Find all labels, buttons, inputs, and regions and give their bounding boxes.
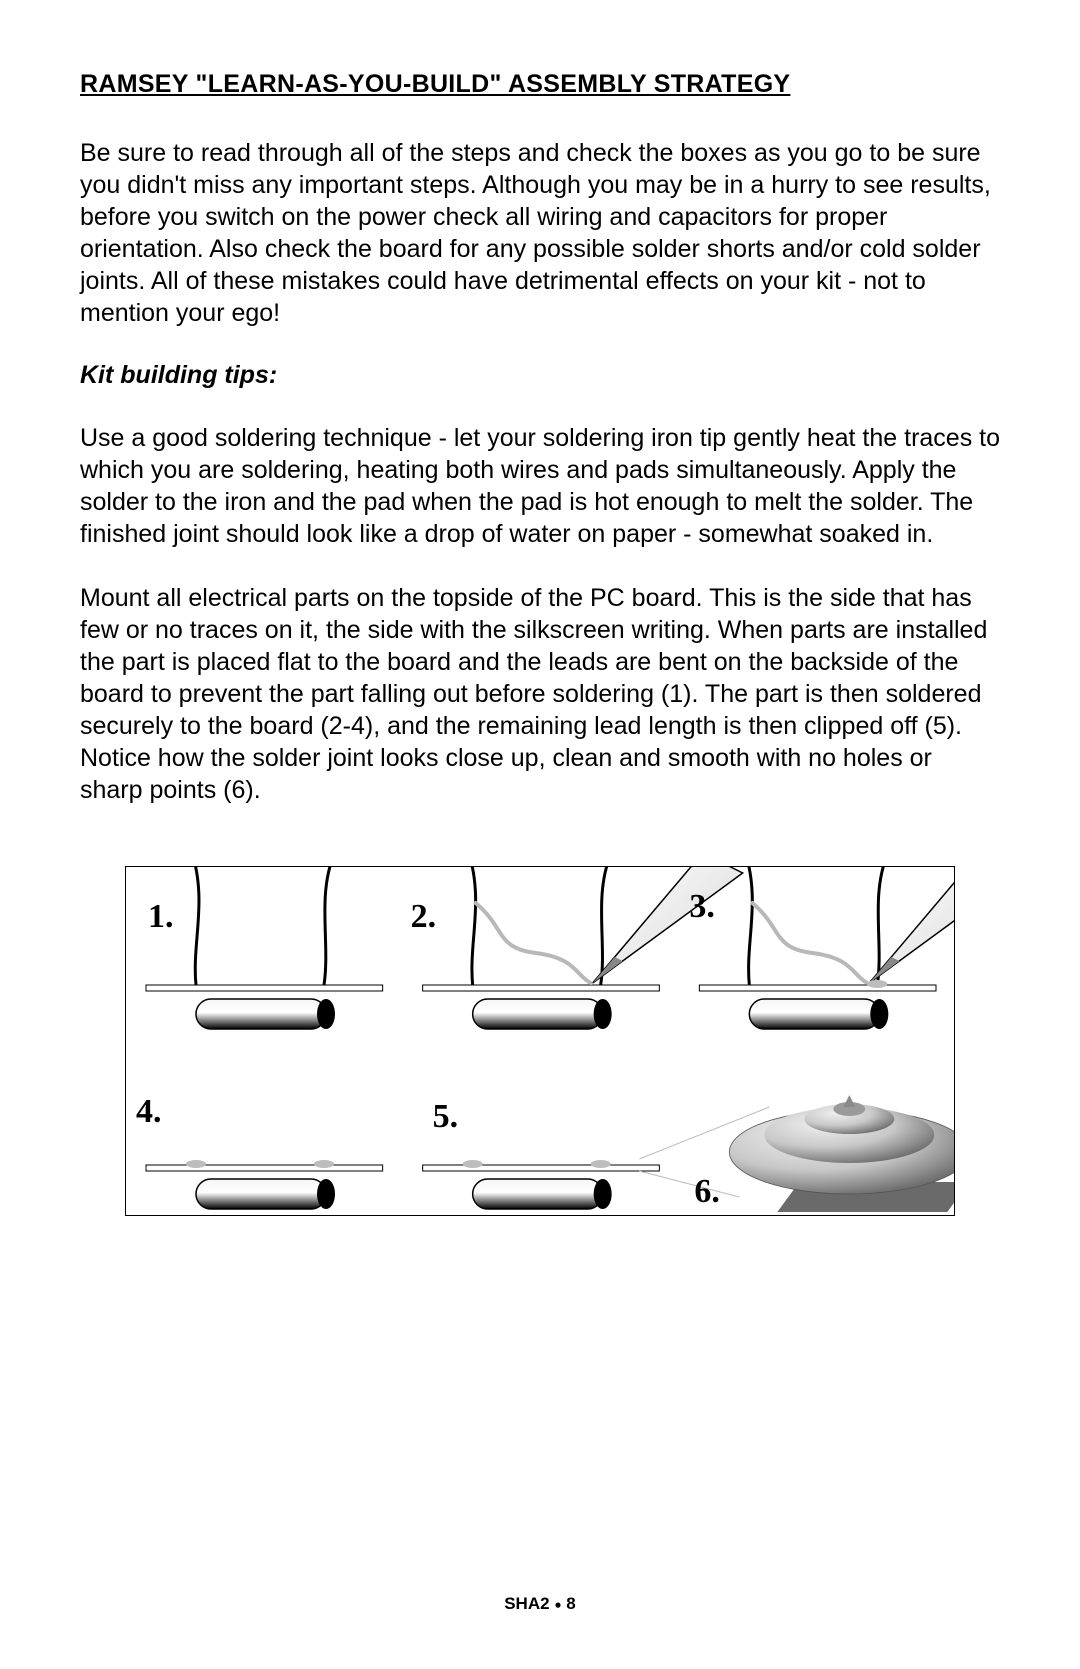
intro-paragraph: Be sure to read through all of the steps… — [80, 137, 1000, 329]
footer-separator: ● — [554, 1598, 561, 1612]
footer-doc-code: SHA2 — [504, 1594, 549, 1613]
section-heading: RAMSEY "LEARN-AS-YOU-BUILD" ASSEMBLY STR… — [80, 70, 1000, 99]
tips-paragraph-2: Mount all electrical parts on the topsid… — [80, 582, 1000, 806]
svg-text:4.: 4. — [136, 1093, 162, 1130]
svg-text:3.: 3. — [689, 888, 715, 925]
page-footer: SHA2 ● 8 — [0, 1594, 1080, 1614]
soldering-diagram-svg: 1. 2. 3. 4. 5. 6. — [126, 867, 955, 1216]
svg-text:1.: 1. — [148, 898, 174, 935]
svg-text:2.: 2. — [411, 898, 437, 935]
footer-page-number: 8 — [566, 1594, 575, 1613]
soldering-steps-figure: 1. 2. 3. 4. 5. 6. — [125, 866, 955, 1216]
svg-text:6.: 6. — [694, 1173, 720, 1210]
tips-paragraph-1: Use a good soldering technique - let you… — [80, 422, 1000, 550]
svg-text:5.: 5. — [433, 1098, 459, 1135]
tips-subheading: Kit building tips: — [80, 361, 1000, 390]
